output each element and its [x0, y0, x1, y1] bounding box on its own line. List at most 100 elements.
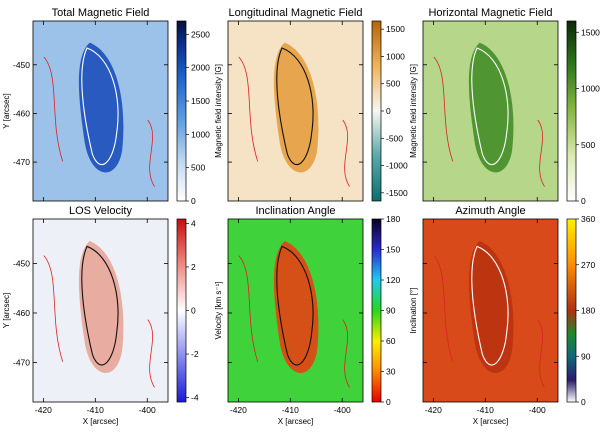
- y-tick-label: -450: [13, 259, 30, 269]
- colorbar-label: Magnetic field intensity [G]: [409, 64, 418, 158]
- panel-title: Longitudinal Magnetic Field: [229, 7, 363, 19]
- y-tick-label: -470: [13, 357, 30, 367]
- x-tick-label: -410: [477, 405, 494, 415]
- colorbar-tick-label: -4: [191, 393, 199, 403]
- contour-line-secondary: [43, 56, 155, 187]
- heatmap-image: [33, 219, 168, 402]
- heatmap-image: [33, 21, 168, 201]
- x-tick-label: -420: [230, 405, 247, 415]
- x-axis-label: X [arcsec]: [473, 417, 509, 426]
- colorbar: [566, 218, 577, 403]
- panel-title: Inclination Angle: [255, 205, 335, 217]
- contour-line: [81, 245, 119, 366]
- colorbar: [371, 218, 382, 403]
- structure-region: [468, 42, 514, 173]
- colorbar-label: Inclination [°]: [409, 288, 418, 334]
- colorbar-tick-label: -1500: [386, 188, 408, 198]
- colorbar: [371, 20, 382, 202]
- colorbar-tick-label: 360: [581, 214, 595, 224]
- x-tick-label: -410: [282, 405, 299, 415]
- contour-line: [471, 245, 509, 366]
- heatmap-image: [423, 21, 558, 201]
- y-tick-label: -450: [13, 60, 30, 70]
- plot-frame: [422, 20, 559, 202]
- colorbar-tick-label: 0: [191, 196, 196, 206]
- colorbar-tick-label: 2500: [191, 29, 210, 39]
- x-tick-label: -420: [35, 405, 52, 415]
- plot-frame: [32, 20, 169, 202]
- colorbar-tick-label: 0: [581, 397, 586, 407]
- y-tick-label: -460: [13, 108, 30, 118]
- colorbar-tick-label: 0: [581, 196, 586, 206]
- plot-frame: [422, 218, 559, 403]
- panel-title: Total Magnetic Field: [52, 7, 150, 19]
- structure-region: [273, 240, 319, 373]
- structure-region: [468, 240, 514, 373]
- colorbar-tick-label: -2: [191, 349, 199, 359]
- x-axis-label: X [arcsec]: [278, 417, 314, 426]
- colorbar-tick-label: 1500: [386, 24, 405, 34]
- colorbar-tick-label: 500: [191, 163, 205, 173]
- colorbar-tick-label: 2: [191, 262, 196, 272]
- x-tick-label: -400: [139, 405, 156, 415]
- contour-line: [81, 47, 119, 166]
- structure-region: [273, 42, 319, 173]
- colorbar: [176, 218, 187, 403]
- colorbar-tick-label: 60: [386, 336, 396, 346]
- structure-region: [78, 42, 124, 173]
- contour-line: [276, 245, 314, 366]
- plot-frame: [227, 20, 364, 202]
- colorbar-tick-label: 150: [386, 245, 400, 255]
- colorbar-tick-label: -1000: [386, 161, 408, 171]
- colorbar-tick-label: 270: [581, 260, 595, 270]
- x-axis-label: X [arcsec]: [83, 417, 119, 426]
- panel-4: LOS Velocity -420 -410 -400 -450 -460 -470 Y [a…: [2, 205, 223, 426]
- colorbar-tick-label: 1000: [581, 84, 600, 94]
- panel-title: LOS Velocity: [69, 205, 132, 217]
- y-axis-label: Y [arcsec]: [2, 293, 11, 328]
- panel-6: Azimuth Angle -420 -410 -400 X [arcsec] 0 90 18…: [422, 205, 595, 426]
- colorbar-tick-label: 30: [386, 367, 396, 377]
- heatmap-image: [228, 219, 363, 402]
- colorbar-tick-label: 90: [386, 306, 396, 316]
- colorbar-tick-label: 500: [386, 79, 400, 89]
- panel-3: Horizontal Magnetic Field050010001500Mag…: [422, 7, 600, 206]
- panel-title: Azimuth Angle: [455, 205, 525, 217]
- panel-1: Total Magnetic Field -450 -460 -470 Y [arcse…: [2, 7, 223, 206]
- colorbar-tick-label: 180: [386, 214, 400, 224]
- panel-title: Horizontal Magnetic Field: [428, 7, 552, 19]
- contour-line: [276, 47, 314, 166]
- colorbar-tick-label: 0: [386, 397, 391, 407]
- colorbar: [566, 20, 577, 202]
- x-tick-label: -420: [425, 405, 442, 415]
- heatmap-image: [423, 219, 558, 402]
- colorbar-tick-label: 2000: [191, 63, 210, 73]
- contour-line-secondary: [433, 56, 545, 187]
- y-tick-label: -460: [13, 308, 30, 318]
- colorbar-tick-label: 0: [386, 106, 391, 116]
- x-tick-label: -400: [529, 405, 546, 415]
- colorbar-tick-label: 90: [581, 351, 591, 361]
- colorbar-tick-label: -500: [386, 133, 403, 143]
- y-tick-label: -470: [13, 157, 30, 167]
- contour-line-secondary: [238, 56, 350, 187]
- colorbar-tick-label: 4: [191, 218, 196, 228]
- colorbar-label: Magnetic field intensity [G]: [214, 64, 223, 158]
- x-tick-label: -410: [87, 405, 104, 415]
- contour-line-secondary: [238, 255, 350, 388]
- colorbar-tick-label: 120: [386, 275, 400, 285]
- contour-line: [471, 47, 509, 166]
- y-axis-label: Y [arcsec]: [2, 93, 11, 128]
- x-tick-label: -400: [334, 405, 351, 415]
- panel-5: Inclination Angle -420 -410 -400 X [arcsec] 0…: [227, 205, 418, 426]
- plot-frame: [32, 218, 169, 403]
- contour-line-secondary: [433, 255, 545, 388]
- colorbar-label: Velocity [km s⁻¹]: [214, 281, 223, 339]
- heatmap-image: [228, 21, 363, 201]
- colorbar-tick-label: 1000: [386, 51, 405, 61]
- colorbar-tick-label: 1500: [581, 27, 600, 37]
- plot-frame: [227, 218, 364, 403]
- colorbar: [176, 20, 187, 202]
- structure-region: [78, 240, 124, 373]
